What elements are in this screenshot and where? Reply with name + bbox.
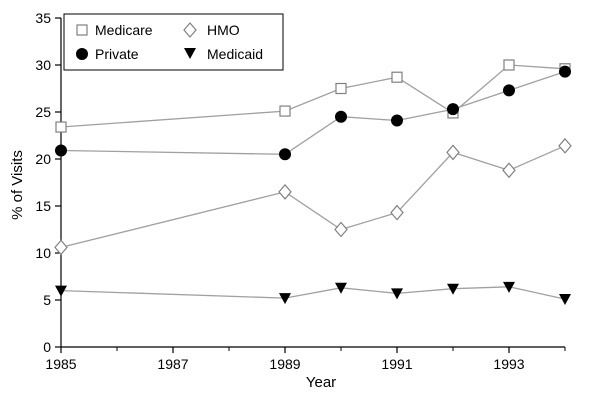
data-point-medicare <box>279 105 291 117</box>
data-point-medicare <box>503 59 515 71</box>
data-point-medicaid <box>279 293 291 305</box>
legend-box <box>63 13 284 71</box>
data-point-medicare <box>335 82 347 95</box>
data-point-medicaid <box>503 281 515 293</box>
legend-label-hmo: HMO <box>207 22 240 38</box>
legend-label-private: Private <box>95 46 139 62</box>
data-point-hmo <box>502 162 516 179</box>
legend: Medicare HMO Private Medicaid <box>63 13 284 71</box>
legend-marker-medicare <box>76 24 88 36</box>
y-tick-label: 0 <box>43 339 51 355</box>
data-point-medicaid <box>55 285 67 297</box>
x-tick-label: 1989 <box>269 356 300 372</box>
x-axis-label: Year <box>306 374 336 391</box>
data-point-hmo <box>446 144 460 161</box>
data-point-private <box>335 110 347 123</box>
x-ticks: 1985 1987 1989 1991 1993 <box>45 347 566 372</box>
data-point-hmo <box>390 204 404 221</box>
y-tick-label: 30 <box>35 57 51 73</box>
data-point-private <box>503 84 515 97</box>
legend-marker-hmo <box>183 22 197 38</box>
x-tick-label: 1985 <box>45 356 76 372</box>
series-markers <box>54 59 572 306</box>
data-point-hmo <box>334 221 348 238</box>
y-tick-label: 35 <box>35 10 51 26</box>
data-point-hmo <box>54 239 68 256</box>
data-point-medicaid <box>335 282 347 294</box>
legend-label-medicare: Medicare <box>95 22 153 38</box>
y-tick-label: 20 <box>35 151 51 167</box>
x-tick-label: 1993 <box>493 356 524 372</box>
legend-label-medicaid: Medicaid <box>207 46 263 62</box>
y-axis-label: % of Visits <box>9 150 26 220</box>
data-point-private <box>559 65 571 78</box>
data-point-medicaid <box>447 283 459 295</box>
data-point-medicare <box>391 71 403 83</box>
y-tick-label: 5 <box>43 292 51 308</box>
legend-marker-private <box>76 48 88 60</box>
y-tick-label: 25 <box>35 104 51 120</box>
data-point-private <box>447 103 459 116</box>
y-tick-label: 15 <box>35 198 51 214</box>
data-point-medicare <box>55 121 67 133</box>
legend-marker-medicaid <box>184 48 196 59</box>
y-ticks: 0 5 10 15 20 25 30 35 <box>35 10 61 355</box>
data-point-hmo <box>558 137 572 154</box>
data-point-private <box>55 144 67 157</box>
x-tick-label: 1991 <box>381 356 412 372</box>
data-point-medicaid <box>391 288 403 300</box>
data-point-private <box>279 148 291 161</box>
data-point-hmo <box>278 183 292 200</box>
data-point-medicaid <box>559 294 571 306</box>
data-point-private <box>391 114 403 127</box>
x-tick-label: 1987 <box>157 356 188 372</box>
y-tick-label: 10 <box>35 245 51 261</box>
